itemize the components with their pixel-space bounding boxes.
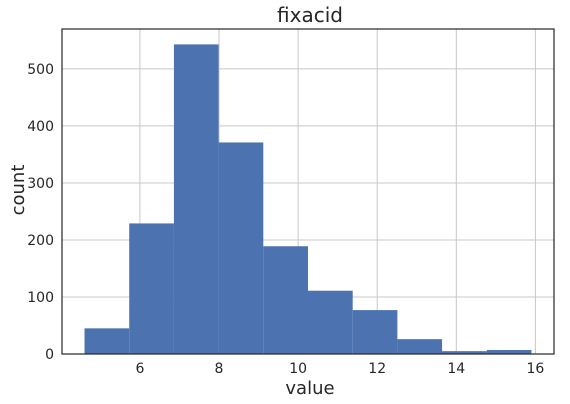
y-tick-label-2: 200 xyxy=(27,233,54,249)
x-tick-labels: 6 8 10 12 14 16 xyxy=(135,361,544,377)
y-tick-label-3: 300 xyxy=(27,176,54,192)
histogram-bar-5 xyxy=(308,290,353,354)
x-tick-label-2: 10 xyxy=(289,361,307,377)
x-axis-label: value xyxy=(285,378,334,399)
histogram-bar-3 xyxy=(218,142,264,354)
y-tick-label-1: 100 xyxy=(27,290,54,306)
histogram-bar-6 xyxy=(352,310,398,354)
x-tick-label-5: 16 xyxy=(526,361,544,377)
histogram-bar-9 xyxy=(486,350,532,354)
y-tick-label-4: 400 xyxy=(27,119,54,135)
histogram-bars xyxy=(84,44,532,354)
y-tick-labels: 0 100 200 300 400 500 xyxy=(27,62,54,363)
chart-title: fixacid xyxy=(277,3,343,27)
y-tick-label-5: 500 xyxy=(27,62,54,78)
histogram-bar-7 xyxy=(397,339,443,354)
y-tick-label-0: 0 xyxy=(45,347,54,363)
x-tick-label-4: 14 xyxy=(447,361,465,377)
x-tick-label-1: 8 xyxy=(215,361,224,377)
histogram-bar-4 xyxy=(263,246,308,354)
y-axis-label: count xyxy=(8,165,29,216)
x-tick-label-3: 12 xyxy=(368,361,386,377)
histogram-bar-2 xyxy=(173,44,219,354)
x-tick-label-0: 6 xyxy=(135,361,144,377)
histogram-bar-1 xyxy=(129,223,174,354)
plot-frame xyxy=(61,28,555,355)
histogram-bar-0 xyxy=(84,328,130,354)
histogram-bar-8 xyxy=(442,351,487,354)
